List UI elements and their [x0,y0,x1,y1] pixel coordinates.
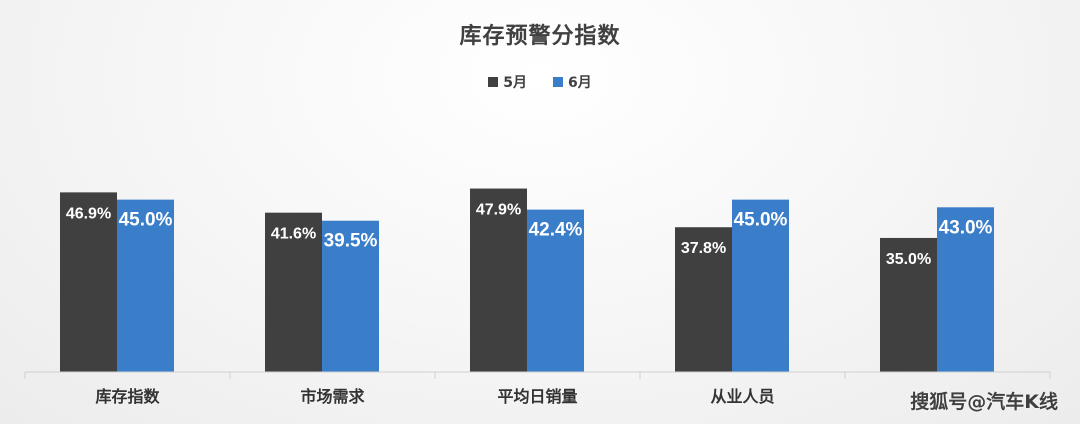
bar-series-1-cat-3 [470,188,527,372]
bar-series-2-cat-5 [937,207,994,372]
bar-series-1-cat-2 [265,212,322,372]
x-tick-label-3: 平均日销量 [497,387,577,406]
watermark: 搜狐号@汽车K线 [910,391,1058,413]
data-label-series-2-cat-3: 42.4% [529,220,583,241]
legend-swatch-series-2 [553,77,563,87]
data-label-series-2-cat-5: 43.0% [939,217,993,238]
data-label-series-1-cat-1: 46.9% [66,205,111,222]
data-label-series-1-cat-3: 47.9% [476,202,521,219]
data-label-series-2-cat-2: 39.5% [324,231,378,252]
bar-series-1-cat-5 [880,237,937,372]
data-label-series-1-cat-4: 37.8% [681,240,726,257]
bar-series-2-cat-1 [117,199,174,372]
legend: 5月 6月 [0,72,1080,92]
bar-series-2-cat-2 [322,220,379,372]
x-tick-label-1: 库存指数 [95,387,160,406]
bar-series-1-cat-1 [60,192,117,372]
data-label-series-2-cat-1: 45.0% [119,210,173,231]
legend-label-series-2: 6月 [568,75,592,91]
data-label-series-1-cat-2: 41.6% [271,226,316,243]
bar-series-2-cat-3 [527,209,584,372]
bar-series-2-cat-4 [732,199,789,372]
chart-title: 库存预警分指数 [459,24,621,49]
x-tick-label-4: 从业人员 [710,387,774,406]
legend-swatch-series-1 [488,77,499,87]
data-label-series-1-cat-5: 35.0% [886,251,931,268]
legend-label-series-1: 5月 [503,75,527,91]
bar-series-1-cat-4 [675,227,732,372]
legend-item-series-2: 6月 [553,72,592,92]
x-tick-label-2: 市场需求 [300,387,365,406]
legend-item-series-1: 5月 [488,72,527,92]
data-label-series-2-cat-4: 45.0% [734,210,788,231]
